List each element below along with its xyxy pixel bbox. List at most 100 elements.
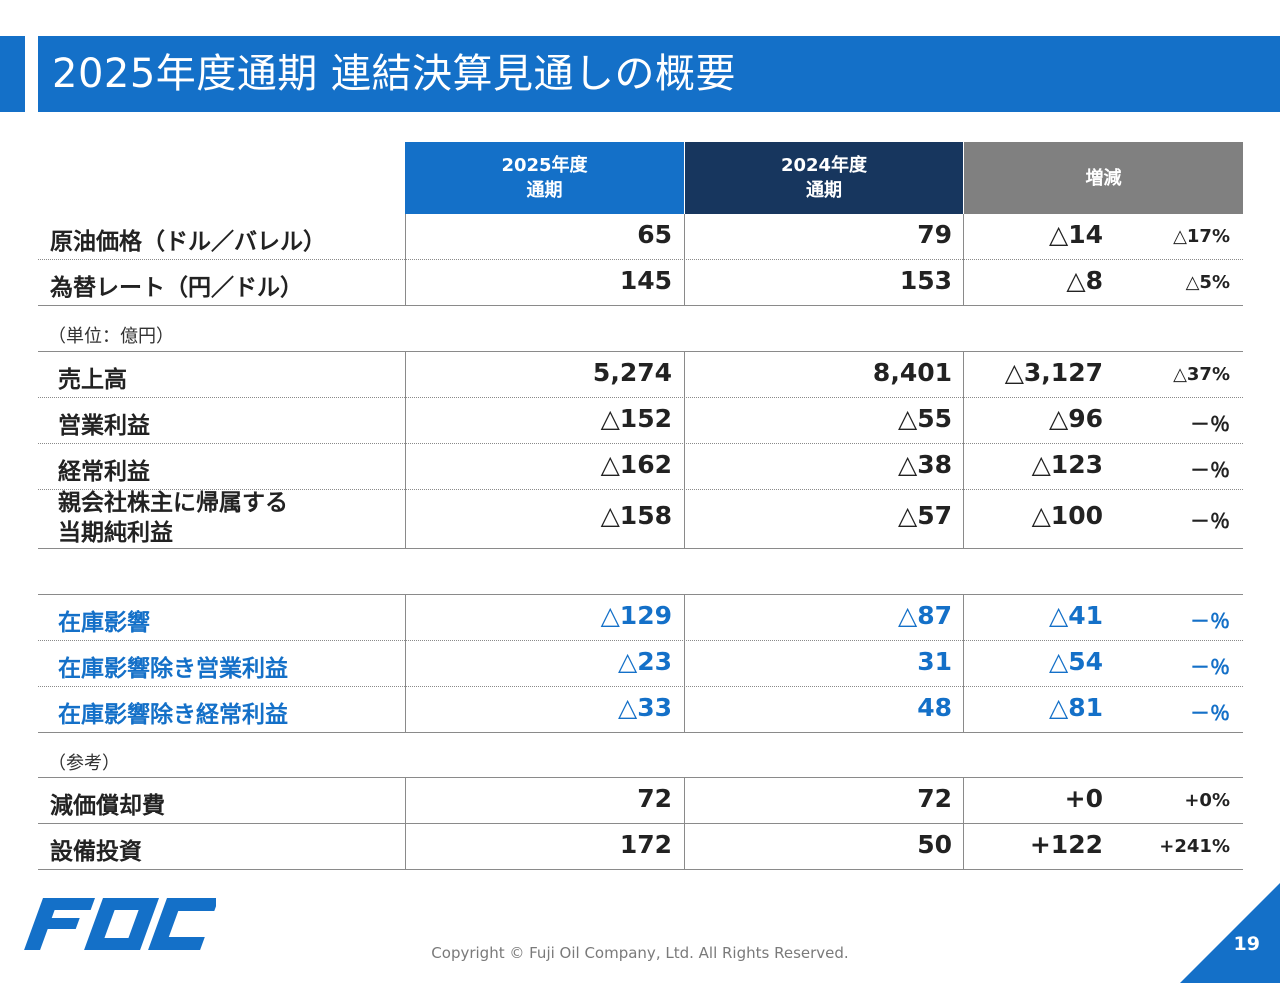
value-change-pct: －％ [1190, 609, 1230, 633]
value-fy2024: △55 [897, 404, 952, 433]
table-row: 設備投資 172 50 +122 +241% [38, 824, 1243, 870]
value-change: △81 [1048, 693, 1103, 722]
value-change: △123 [1031, 450, 1103, 479]
value-change-pct: －％ [1190, 701, 1230, 725]
column-header-fy2025-line1: 2025年度 [501, 155, 588, 176]
value-fy2025: △33 [617, 693, 672, 722]
value-change-pct: △37% [1173, 364, 1230, 385]
column-header-fy2024-line2: 通期 [806, 180, 842, 201]
row-divider [38, 305, 1243, 306]
value-fy2024: 50 [917, 830, 952, 859]
value-change-pct: －％ [1190, 655, 1230, 679]
row-divider [38, 351, 1243, 352]
value-change: △41 [1048, 601, 1103, 630]
table-row: 在庫影響除き営業利益 △23 31 △54 －％ [38, 641, 1243, 687]
column-header-fy2024-line1: 2024年度 [780, 155, 868, 176]
column-divider [684, 595, 685, 732]
row-label-line2: 当期純利益 [58, 520, 173, 546]
value-fy2024: 31 [917, 647, 952, 676]
value-fy2025: 145 [619, 266, 672, 295]
value-change-pct: +0% [1184, 790, 1230, 811]
value-change: △54 [1048, 647, 1103, 676]
row-divider [38, 397, 1243, 398]
column-divider [963, 214, 964, 306]
value-change-pct: －％ [1190, 412, 1230, 436]
row-divider [38, 732, 1243, 733]
row-divider [38, 823, 1243, 824]
value-fy2025: △129 [600, 601, 672, 630]
row-divider [38, 259, 1243, 260]
row-label: 原油価格（ドル／バレル） [50, 229, 326, 255]
row-divider [38, 640, 1243, 641]
value-fy2024: 72 [917, 784, 952, 813]
value-fy2025: 72 [637, 784, 672, 813]
table-row: 在庫影響 △129 △87 △41 －％ [38, 595, 1243, 641]
table-row: 営業利益 △152 △55 △96 －％ [38, 398, 1243, 444]
value-fy2025: △152 [600, 404, 672, 433]
table-row: 為替レート（円／ドル） 145 153 △8 △5% [38, 260, 1243, 306]
value-change: △3,127 [1004, 358, 1103, 387]
row-divider [38, 686, 1243, 687]
column-header-change-label: 増減 [1085, 167, 1122, 189]
value-fy2024: △87 [897, 601, 952, 630]
value-fy2024: △57 [897, 501, 952, 530]
value-fy2025: 65 [637, 220, 672, 249]
value-fy2025: 172 [619, 830, 672, 859]
value-fy2025: △162 [600, 450, 672, 479]
value-fy2024: 8,401 [872, 358, 952, 387]
row-label: 為替レート（円／ドル） [50, 275, 303, 301]
unit-note: （単位：億円） [48, 326, 174, 347]
table-row: 原油価格（ドル／バレル） 65 79 △14 △17% [38, 214, 1243, 260]
column-divider [405, 214, 406, 306]
value-change: △96 [1048, 404, 1103, 433]
reference-note: （参考） [48, 753, 120, 774]
column-header-fy2025-line2: 通期 [526, 180, 563, 201]
column-divider [963, 595, 964, 732]
page-corner-triangle [1180, 883, 1280, 983]
table-row: 在庫影響除き経常利益 △33 48 △81 －％ [38, 687, 1243, 733]
column-divider [405, 778, 406, 869]
value-fy2024: 153 [899, 266, 952, 295]
row-label: 設備投資 [50, 839, 142, 865]
row-divider [38, 777, 1243, 778]
slide-title: 2025年度通期 連結決算見通しの概要 [38, 36, 1280, 112]
row-divider [38, 548, 1243, 549]
value-fy2024: 79 [917, 220, 952, 249]
row-label: 親会社株主に帰属する 当期純利益 [58, 488, 288, 548]
value-change: +122 [1029, 830, 1103, 859]
slide-title-text: 2025年度通期 連結決算見通しの概要 [52, 51, 737, 97]
column-divider [684, 778, 685, 869]
table-row: 親会社株主に帰属する 当期純利益 △158 △57 △100 －％ [38, 490, 1243, 548]
value-change: △14 [1048, 220, 1103, 249]
row-label: 減価償却費 [50, 793, 165, 819]
column-header-fy2025: 2025年度 通期 [405, 142, 684, 214]
column-divider [405, 352, 406, 548]
value-fy2024: 48 [917, 693, 952, 722]
row-divider [38, 489, 1243, 490]
row-label: 経常利益 [58, 459, 150, 485]
copyright-text: Copyright © Fuji Oil Company, Ltd. All R… [431, 944, 849, 962]
row-label: 在庫影響除き営業利益 [58, 656, 288, 682]
column-divider [684, 352, 685, 548]
foc-logo [24, 898, 216, 950]
value-fy2025: △158 [600, 501, 672, 530]
row-label-line1: 親会社株主に帰属する [58, 490, 288, 516]
column-divider [963, 778, 964, 869]
table-row: 減価償却費 72 72 +0 +0% [38, 778, 1243, 824]
column-divider [405, 595, 406, 732]
row-divider [38, 594, 1243, 595]
value-change-pct: △5% [1185, 272, 1230, 293]
value-change: △8 [1066, 266, 1103, 295]
value-change: +0 [1064, 784, 1103, 813]
row-divider [38, 869, 1243, 870]
column-header-fy2024: 2024年度 通期 [685, 142, 963, 214]
page-number: 19 [1233, 933, 1260, 955]
value-change-pct: △17% [1173, 226, 1230, 247]
column-divider [963, 352, 964, 548]
value-fy2024: △38 [897, 450, 952, 479]
column-header-change: 増減 [964, 142, 1243, 214]
row-label: 営業利益 [58, 413, 150, 439]
row-label: 在庫影響 [58, 610, 150, 636]
row-divider [38, 443, 1243, 444]
value-change-pct: －％ [1190, 458, 1230, 482]
